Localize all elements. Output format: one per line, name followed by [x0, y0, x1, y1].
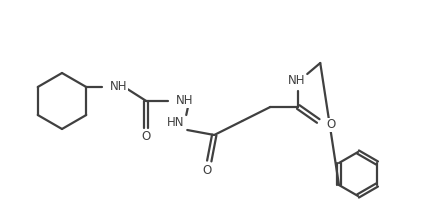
Text: HN: HN [167, 117, 184, 129]
Text: NH: NH [287, 74, 305, 88]
Text: O: O [202, 164, 212, 178]
Text: O: O [326, 118, 336, 131]
Text: NH: NH [110, 81, 128, 94]
Text: NH: NH [176, 95, 194, 108]
Text: O: O [142, 131, 151, 143]
